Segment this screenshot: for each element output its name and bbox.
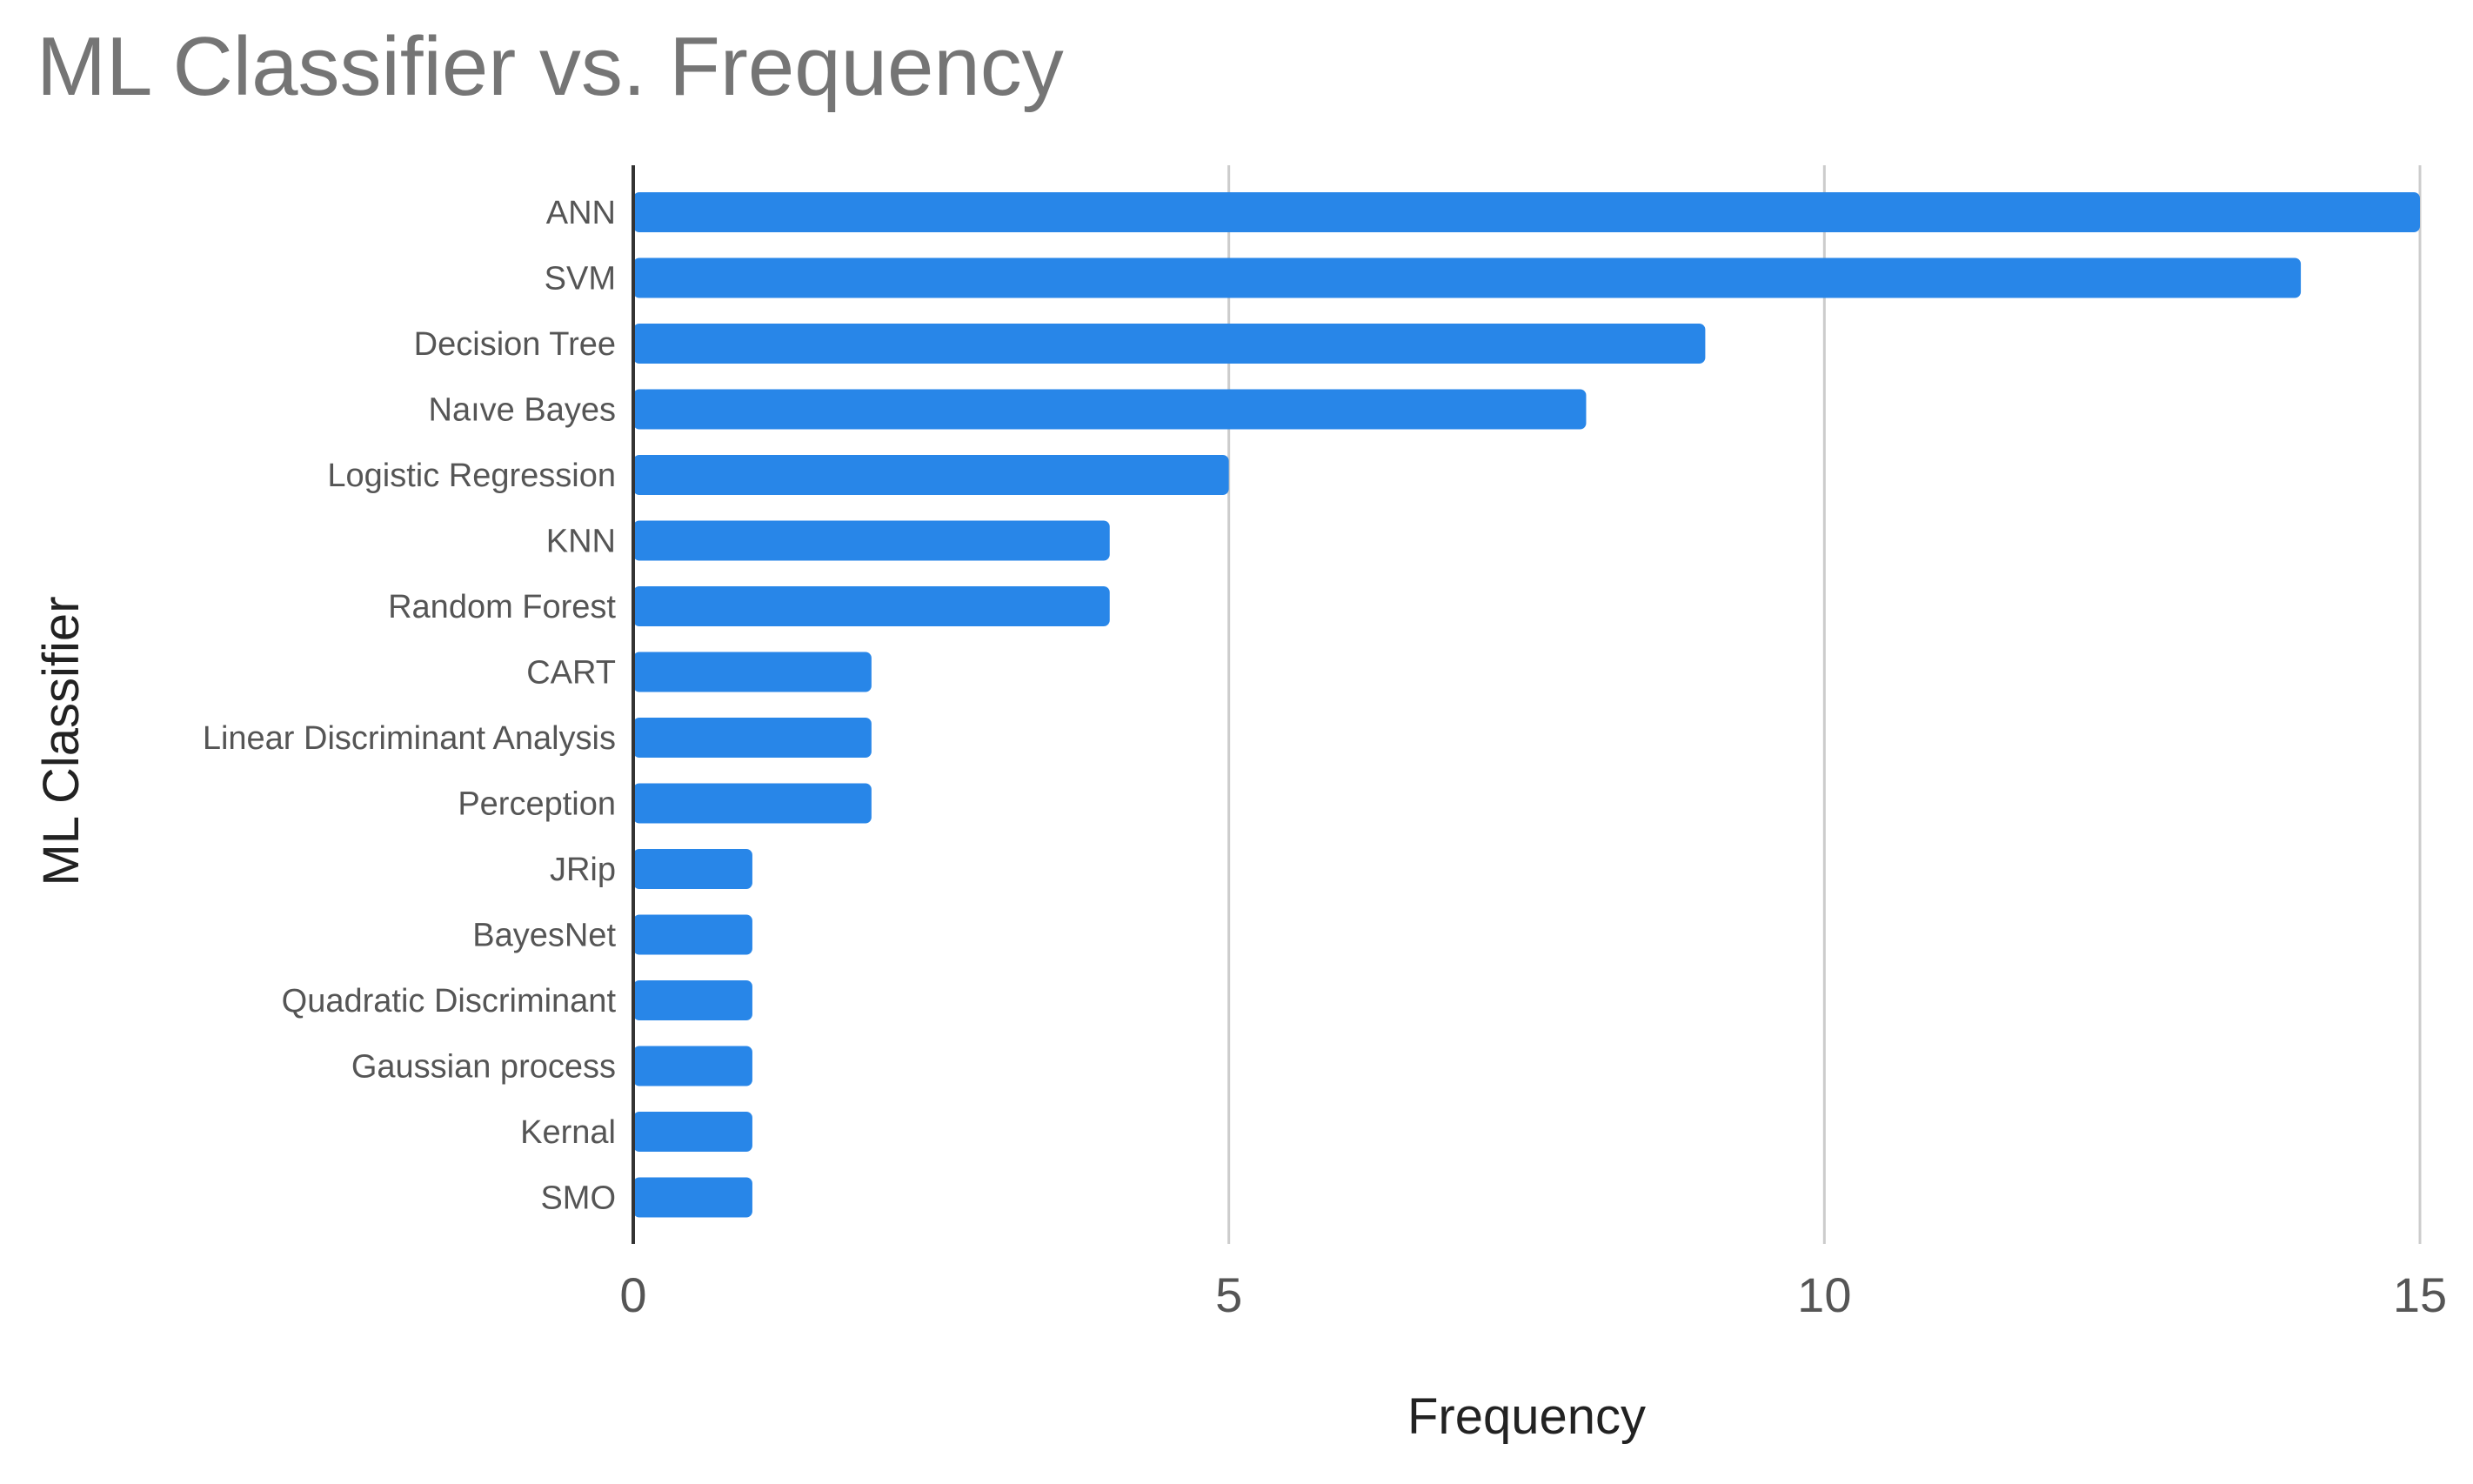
category-label: KNN bbox=[546, 524, 616, 560]
chart-title: ML Classifier vs. Frequency bbox=[37, 20, 1064, 113]
bar-smo bbox=[633, 1177, 752, 1218]
x-axis-title: Frequency bbox=[1407, 1388, 1646, 1445]
x-tick-label: 0 bbox=[619, 1267, 646, 1322]
category-label: Decision Tree bbox=[414, 326, 616, 363]
bar-kernal bbox=[633, 1112, 752, 1152]
x-tick-label: 15 bbox=[2393, 1267, 2447, 1322]
category-label: Logistic Regression bbox=[327, 458, 616, 494]
x-tick-label: 5 bbox=[1215, 1267, 1242, 1322]
y-axis-title: ML Classifier bbox=[33, 596, 90, 886]
bar-jrip bbox=[633, 849, 752, 889]
bar-layer bbox=[633, 192, 2420, 1218]
bar-cart bbox=[633, 652, 872, 692]
category-label: Perception bbox=[458, 786, 616, 823]
bar-random-forest bbox=[633, 586, 1110, 626]
category-label: ANN bbox=[546, 195, 616, 231]
category-label: SMO bbox=[540, 1180, 616, 1217]
bar-knn bbox=[633, 520, 1110, 561]
bar-logistic-regression bbox=[633, 455, 1229, 495]
category-label: JRip bbox=[550, 852, 616, 888]
bar-decision-tree bbox=[633, 324, 1706, 364]
category-label: SVM bbox=[545, 261, 616, 297]
category-label: Naıve Bayes bbox=[429, 392, 616, 429]
category-label: Random Forest bbox=[388, 589, 616, 625]
bar-svm bbox=[633, 257, 2302, 298]
category-label: Gaussian process bbox=[351, 1049, 616, 1086]
category-label: BayesNet bbox=[472, 918, 616, 954]
bar-quadratic-discriminant bbox=[633, 980, 752, 1020]
bar-ann bbox=[633, 192, 2420, 232]
bar-na-ve-bayes bbox=[633, 389, 1587, 430]
label-layer: 0 5 10 15 ANN SVM Decision Tree Naıve Bayes Logi… bbox=[203, 195, 2447, 1322]
category-label: Kernal bbox=[520, 1114, 616, 1151]
bar-gaussian-process bbox=[633, 1046, 752, 1086]
bar-bayesnet bbox=[633, 914, 752, 955]
bar-perception bbox=[633, 783, 872, 824]
category-label: Linear Discriminant Analysis bbox=[203, 720, 616, 757]
x-tick-label: 10 bbox=[1797, 1267, 1851, 1322]
bar-linear-discriminant-analysis bbox=[633, 718, 872, 758]
category-label: Quadratic Discriminant bbox=[282, 983, 617, 1019]
category-label: CART bbox=[526, 655, 616, 692]
